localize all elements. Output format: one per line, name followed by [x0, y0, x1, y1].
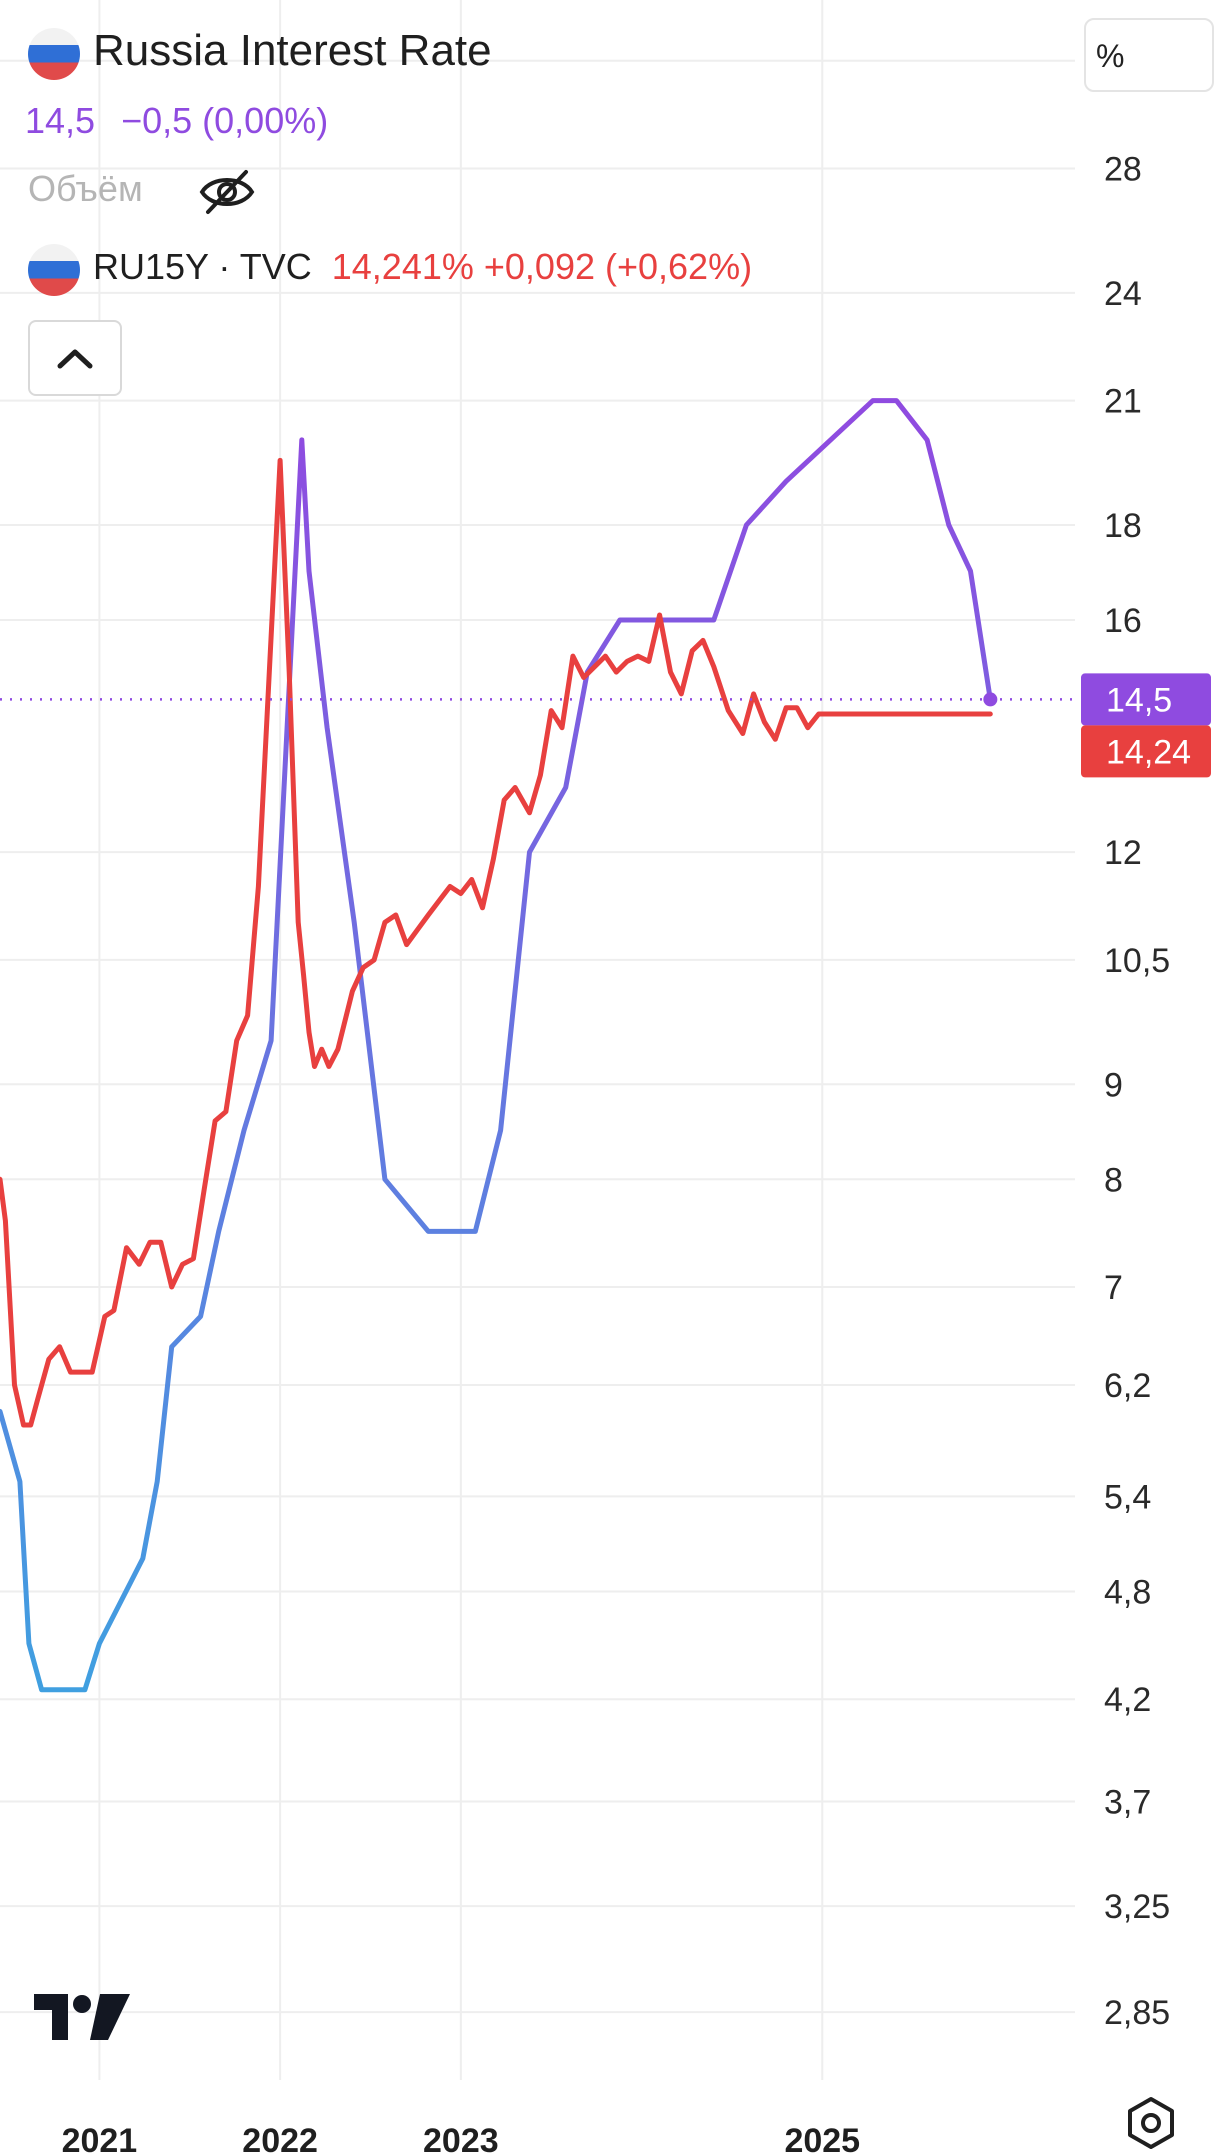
price-label-badge [1081, 673, 1211, 726]
eye-off-icon[interactable] [196, 166, 258, 218]
y-tick-label: 4,8 [1104, 1573, 1151, 1611]
percent-scale-label: % [1096, 38, 1125, 74]
primary-value: 14,5 [25, 100, 96, 141]
x-tick-label: 2022 [242, 2122, 318, 2156]
price-label-text: 14,24 [1106, 733, 1191, 771]
price-label-badge [1081, 725, 1211, 778]
russia-flag-icon [28, 244, 80, 296]
series-layer [0, 398, 1075, 1693]
x-axis: 2021 2022 2023 2025 [62, 2122, 861, 2156]
chevron-up-icon [57, 349, 93, 369]
y-tick-label: 3,25 [1104, 1888, 1170, 1926]
grid [0, 0, 1075, 2080]
volume-label: Объём [28, 168, 143, 209]
y-tick-label: 6,2 [1104, 1367, 1151, 1405]
x-tick-label: 2023 [423, 2122, 499, 2156]
secondary-legend[interactable]: RU15Y · TVC 14,241% +0,092 (+0,62%) [93, 246, 752, 288]
symbol-title[interactable]: Russia Interest Rate [93, 26, 492, 75]
y-tick-label: 12 [1104, 834, 1142, 872]
primary-values: 14,5 −0,5 (0,00%) [25, 100, 328, 142]
collapse-legend-button[interactable] [28, 320, 122, 396]
y-tick-label: 7 [1104, 1269, 1123, 1307]
y-tick-label: 3,7 [1104, 1783, 1151, 1821]
y-tick-label: 18 [1104, 507, 1142, 545]
y-tick-label: 4,2 [1104, 1681, 1151, 1719]
price-label-text: 14,5 [1106, 681, 1172, 719]
tradingview-logo [34, 1994, 130, 2040]
secondary-symbol: RU15Y · TVC [93, 246, 312, 287]
series-line-ru15y[interactable] [0, 457, 993, 1428]
y-tick-label: 2,85 [1104, 1994, 1170, 2032]
russia-flag-icon [28, 28, 80, 80]
primary-change: −0,5 (0,00%) [121, 100, 329, 141]
series-line-interest-rate[interactable] [0, 398, 993, 1693]
last-point-marker [983, 692, 998, 707]
y-tick-label: 10,5 [1104, 942, 1170, 980]
y-tick-label: 28 [1104, 150, 1142, 188]
y-tick-label: 16 [1104, 602, 1142, 640]
price-labels: 14,5 14,24 [1081, 673, 1211, 778]
y-tick-label: 24 [1104, 275, 1142, 313]
x-tick-label: 2021 [62, 2122, 138, 2156]
percent-scale-button[interactable]: % [1084, 18, 1214, 92]
y-tick-label: 5,4 [1104, 1478, 1151, 1516]
y-axis: 2,85 3,25 3,7 4,2 4,8 5,4 6,2 7 8 9 10,5 12 16 18 21 24… [1104, 43, 1170, 2032]
y-tick-label: 8 [1104, 1161, 1123, 1199]
secondary-values: 14,241% +0,092 (+0,62%) [331, 246, 753, 287]
y-tick-label: 21 [1104, 383, 1142, 421]
x-tick-label: 2025 [784, 2122, 860, 2156]
gear-icon[interactable] [1124, 2096, 1178, 2150]
y-tick-label: 9 [1104, 1066, 1123, 1104]
